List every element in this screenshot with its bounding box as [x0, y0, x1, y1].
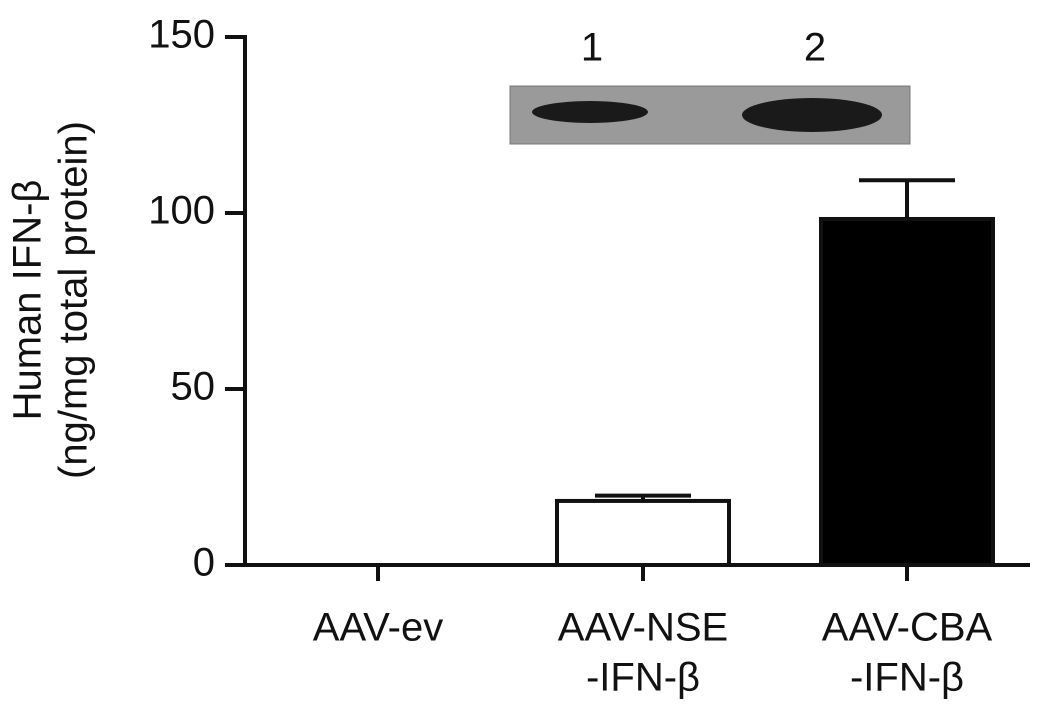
y-tick-label: 50 [171, 365, 216, 409]
blot-inset [509, 85, 911, 145]
x-tick-label: AAV-NSE [558, 606, 728, 650]
y-axis-label: Human IFN-β (ng/mg total protein) [6, 121, 96, 479]
annotation: 1 [581, 26, 603, 70]
y-tick-label: 150 [148, 13, 215, 57]
bar [555, 498, 731, 568]
y-axis-label-line: Human IFN-β [6, 180, 50, 421]
bar [819, 216, 995, 567]
x-tick-label: -IFN-β [586, 656, 700, 700]
y-tick-label: 100 [148, 189, 215, 233]
annotation: 2 [804, 26, 826, 70]
x-tick-label: -IFN-β [850, 656, 964, 700]
blot-band [532, 101, 648, 123]
blot-band [742, 98, 882, 132]
x-tick-label: AAV-CBA [822, 606, 993, 650]
y-axis-label-line: (ng/mg total protein) [52, 121, 96, 479]
x-tick-label: AAV-ev [313, 606, 443, 650]
y-tick-label: 0 [193, 541, 215, 585]
